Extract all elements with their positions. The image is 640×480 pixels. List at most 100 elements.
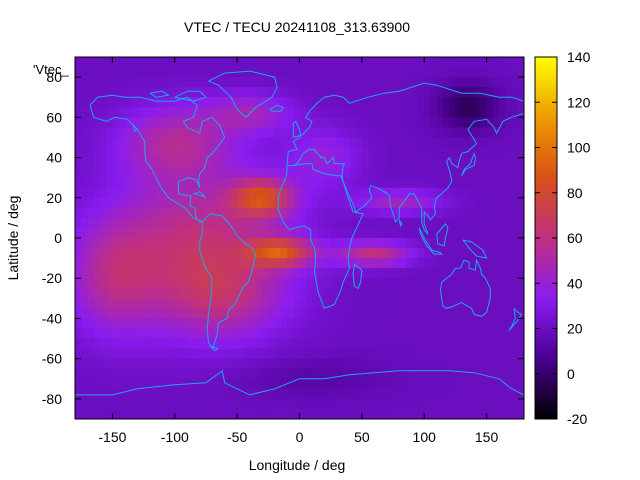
heatmap-cell bbox=[81, 368, 89, 380]
heatmap-cell bbox=[311, 187, 319, 199]
heatmap-cell bbox=[505, 67, 513, 78]
heatmap-cell bbox=[336, 328, 344, 340]
heatmap-cell bbox=[124, 107, 132, 118]
heatmap-cell bbox=[249, 348, 257, 360]
heatmap-cell bbox=[467, 358, 475, 370]
heatmap-cell bbox=[268, 77, 276, 88]
heatmap-cell bbox=[268, 97, 276, 108]
heatmap-cell bbox=[224, 298, 232, 309]
heatmap-cell bbox=[336, 87, 344, 98]
heatmap-cell bbox=[455, 388, 463, 400]
heatmap-cell bbox=[449, 238, 457, 249]
heatmap-cell bbox=[492, 408, 500, 419]
heatmap-cell bbox=[517, 348, 524, 360]
heatmap-cell bbox=[461, 77, 469, 88]
heatmap-cell bbox=[480, 117, 488, 128]
heatmap-cell bbox=[467, 238, 475, 249]
heatmap-cell bbox=[480, 358, 488, 370]
heatmap-cell bbox=[230, 378, 238, 390]
heatmap-cell bbox=[486, 137, 494, 149]
heatmap-cell bbox=[318, 238, 326, 249]
heatmap-cell bbox=[368, 298, 375, 309]
heatmap-cell bbox=[336, 388, 344, 400]
heatmap-cell bbox=[249, 258, 257, 269]
heatmap-cell bbox=[368, 378, 375, 390]
heatmap-cell bbox=[442, 328, 450, 340]
heatmap-cell bbox=[212, 197, 220, 209]
heatmap-cell bbox=[181, 408, 188, 419]
heatmap-cell bbox=[355, 147, 363, 159]
heatmap-cell bbox=[442, 248, 450, 259]
heatmap-cell bbox=[311, 278, 319, 289]
heatmap-cell bbox=[243, 248, 251, 259]
heatmap-cell bbox=[193, 408, 201, 419]
heatmap-cell bbox=[430, 107, 438, 118]
heatmap-cell bbox=[424, 408, 432, 419]
heatmap-cell bbox=[218, 77, 226, 88]
heatmap-cell bbox=[492, 217, 500, 229]
heatmap-cell bbox=[131, 167, 138, 179]
heatmap-cell bbox=[255, 197, 263, 209]
heatmap-cell bbox=[81, 288, 89, 299]
heatmap-cell bbox=[436, 238, 444, 249]
heatmap-cell bbox=[480, 67, 488, 78]
heatmap-cell bbox=[224, 288, 232, 299]
heatmap-cell bbox=[174, 398, 182, 410]
heatmap-cell bbox=[262, 157, 269, 169]
heatmap-cell bbox=[374, 157, 382, 169]
heatmap-cell bbox=[455, 378, 463, 390]
heatmap-cell bbox=[81, 308, 89, 320]
heatmap-cell bbox=[255, 298, 263, 309]
heatmap-cell bbox=[137, 368, 145, 380]
heatmap-cell bbox=[417, 117, 425, 128]
heatmap-cell bbox=[274, 388, 282, 400]
heatmap-cell bbox=[480, 348, 488, 360]
heatmap-cell bbox=[374, 278, 382, 289]
heatmap-cell bbox=[99, 268, 107, 279]
heatmap-cell bbox=[81, 187, 89, 199]
heatmap-cell bbox=[336, 358, 344, 370]
heatmap-cell bbox=[243, 318, 251, 330]
heatmap-cell bbox=[93, 177, 101, 189]
heatmap-cell bbox=[174, 358, 182, 370]
heatmap-cell bbox=[343, 57, 350, 68]
heatmap-cell bbox=[262, 248, 269, 259]
heatmap-cell bbox=[505, 147, 513, 159]
heatmap-cell bbox=[230, 358, 238, 370]
heatmap-cell bbox=[336, 187, 344, 199]
heatmap-cell bbox=[368, 388, 375, 400]
heatmap-cell bbox=[492, 368, 500, 380]
heatmap-cell bbox=[255, 117, 263, 128]
heatmap-cell bbox=[218, 278, 226, 289]
heatmap-cell bbox=[205, 238, 213, 249]
heatmap-cell bbox=[336, 298, 344, 309]
heatmap-cell bbox=[112, 57, 120, 68]
heatmap-cell bbox=[249, 298, 257, 309]
heatmap-cell bbox=[293, 227, 301, 239]
heatmap-cell bbox=[517, 127, 524, 139]
heatmap-cell bbox=[174, 227, 182, 239]
heatmap-cell bbox=[181, 398, 188, 410]
heatmap-cell bbox=[517, 248, 524, 259]
heatmap-cell bbox=[305, 57, 313, 68]
heatmap-cell bbox=[237, 328, 244, 340]
heatmap-cell bbox=[106, 328, 114, 340]
heatmap-cell bbox=[293, 77, 301, 88]
heatmap-cell bbox=[280, 378, 288, 390]
heatmap-cell bbox=[405, 398, 413, 410]
heatmap-cell bbox=[143, 378, 151, 390]
heatmap-cell bbox=[318, 368, 326, 380]
heatmap-cell bbox=[324, 87, 332, 98]
heatmap-cell bbox=[124, 87, 132, 98]
heatmap-cell bbox=[299, 388, 307, 400]
heatmap-cell bbox=[293, 248, 301, 259]
heatmap-cell bbox=[293, 408, 301, 419]
heatmap-cell bbox=[237, 248, 244, 259]
heatmap-cell bbox=[318, 398, 326, 410]
heatmap-cell bbox=[492, 358, 500, 370]
heatmap-cell bbox=[393, 127, 400, 139]
heatmap-cell bbox=[436, 227, 444, 239]
heatmap-cell bbox=[118, 227, 126, 239]
heatmap-cell bbox=[293, 127, 301, 139]
